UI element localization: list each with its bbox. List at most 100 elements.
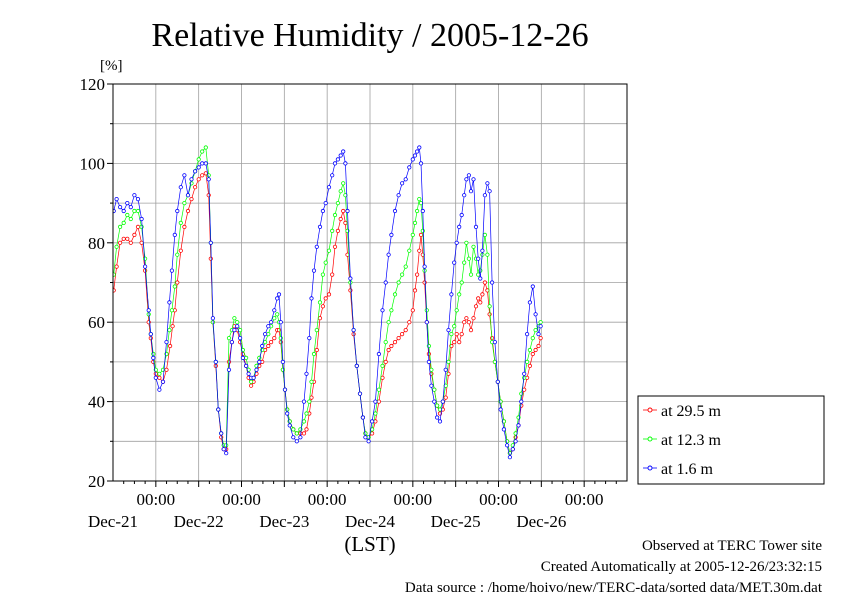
data-point <box>294 431 299 436</box>
data-point <box>338 189 343 194</box>
data-point <box>360 415 365 420</box>
data-point <box>175 280 180 285</box>
data-point <box>386 320 391 325</box>
data-point <box>489 280 495 285</box>
data-point <box>268 320 274 325</box>
data-point <box>203 161 208 166</box>
data-point <box>417 248 422 253</box>
data-point <box>376 387 381 392</box>
data-point <box>320 272 325 277</box>
data-point <box>410 232 415 237</box>
data-point <box>257 359 262 364</box>
data-point <box>335 201 340 206</box>
x-tick-time-label: 00:00 <box>136 490 175 509</box>
legend-label: at 29.5 m <box>661 403 722 420</box>
data-point <box>178 220 183 225</box>
data-point <box>389 308 394 313</box>
data-point <box>249 379 254 384</box>
data-point <box>530 351 535 357</box>
data-point <box>196 157 201 162</box>
data-point <box>206 193 211 198</box>
data-point <box>538 320 543 325</box>
data-point <box>376 351 381 357</box>
x-axis-label: (LST) <box>344 532 395 556</box>
data-point <box>114 244 119 249</box>
y-tick-label: 120 <box>80 75 106 94</box>
data-point <box>386 252 391 257</box>
data-point <box>348 288 353 293</box>
data-point <box>307 335 312 341</box>
data-point <box>135 224 141 229</box>
data-point <box>446 359 451 364</box>
data-point <box>121 220 126 225</box>
data-point <box>170 324 175 329</box>
data-point <box>172 232 177 237</box>
footer-data-source: Data source : /home/hoivo/new/TERC-data/… <box>405 580 823 595</box>
data-point <box>527 347 533 353</box>
data-point <box>304 411 309 416</box>
data-point <box>457 224 462 229</box>
data-point <box>449 331 454 337</box>
data-point <box>276 292 282 297</box>
data-point <box>335 157 340 162</box>
data-point <box>132 193 137 198</box>
data-point <box>410 308 415 313</box>
data-point <box>182 201 187 206</box>
data-point <box>392 208 398 214</box>
plot-frame <box>112 83 628 482</box>
data-point <box>213 359 218 364</box>
y-tick-label: 100 <box>80 154 106 173</box>
data-point <box>343 220 348 225</box>
data-point <box>510 447 515 452</box>
data-point <box>432 387 437 392</box>
data-point <box>492 339 497 345</box>
data-point <box>538 335 543 341</box>
data-point <box>272 335 277 341</box>
data-point <box>135 197 141 202</box>
data-point <box>193 185 198 190</box>
x-tick-day-label: Dec-26 <box>516 512 566 531</box>
data-point <box>266 343 271 349</box>
data-point <box>182 173 187 178</box>
data-point <box>380 363 385 368</box>
x-tick-time-label: 00:00 <box>222 490 261 509</box>
data-point <box>462 193 467 198</box>
data-point <box>229 339 234 345</box>
data-point <box>143 256 148 261</box>
data-point <box>418 161 424 166</box>
data-point <box>169 308 174 313</box>
data-point <box>125 201 130 206</box>
data-point <box>157 375 162 380</box>
data-point <box>363 435 368 440</box>
data-point <box>487 304 492 309</box>
data-point <box>343 161 348 166</box>
data-point <box>317 300 323 305</box>
data-point <box>118 240 123 245</box>
data-point <box>200 161 205 166</box>
data-point <box>403 264 408 269</box>
data-point <box>412 288 418 293</box>
data-point <box>167 300 172 305</box>
data-point <box>373 399 378 404</box>
data-point <box>462 320 467 325</box>
data-point <box>203 145 208 150</box>
data-point <box>268 339 274 345</box>
data-point <box>175 208 180 214</box>
data-point <box>533 312 538 317</box>
data-point <box>314 327 319 333</box>
data-point <box>464 240 469 245</box>
data-point <box>168 343 173 349</box>
data-point <box>417 145 422 150</box>
data-point <box>426 359 431 364</box>
data-point <box>164 367 169 372</box>
data-point <box>317 316 323 321</box>
data-point <box>185 208 191 214</box>
data-point <box>196 177 201 182</box>
data-point <box>113 288 116 293</box>
data-point <box>323 296 328 301</box>
data-point <box>320 304 325 309</box>
data-point <box>304 427 309 432</box>
data-point <box>282 387 288 392</box>
data-point <box>143 264 148 269</box>
